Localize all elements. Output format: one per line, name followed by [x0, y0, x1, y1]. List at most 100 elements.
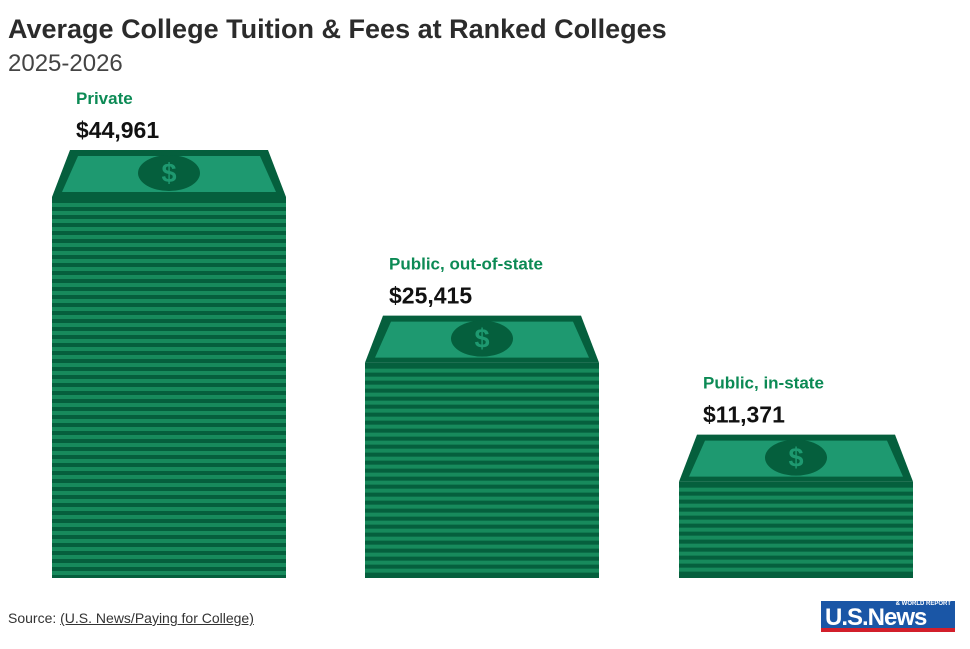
- bill-stripe: [52, 443, 286, 447]
- bill-stripe: [52, 363, 286, 367]
- bill-stripe: [679, 519, 913, 524]
- bill-stripe: [679, 543, 913, 548]
- chart-subtitle: 2025-2026: [8, 50, 123, 77]
- bill-stripe: [52, 467, 286, 471]
- dollar-sign: $: [161, 158, 176, 188]
- bar-stack-1: $ Private $44,961: [52, 89, 286, 578]
- bill-stripe: [679, 527, 913, 532]
- bill-stripe: [52, 259, 286, 263]
- category-label: Public, out-of-state: [389, 255, 543, 274]
- logo-main: U.S.News: [825, 604, 927, 631]
- bill-stripe: [52, 211, 286, 215]
- bill-stripe: [365, 512, 599, 517]
- bill-stripe: [52, 275, 286, 279]
- usnews-logo: & WORLD REPORT U.S.News: [821, 601, 955, 632]
- dollar-sign: $: [788, 443, 803, 473]
- bill-stripe: [52, 355, 286, 359]
- bill-stripe: [365, 376, 599, 381]
- stack-body: [365, 362, 599, 578]
- bill-stripe: [52, 307, 286, 311]
- source-note: Source: (U.S. News/Paying for College): [8, 610, 254, 626]
- bill-stripe: [365, 560, 599, 565]
- bill-stripe: [679, 487, 913, 492]
- bill-stripe: [52, 539, 286, 543]
- bill-stripe: [365, 504, 599, 509]
- bill-stripe: [52, 419, 286, 423]
- bill-stripe: [52, 323, 286, 327]
- dollar-icon: [138, 155, 200, 191]
- bill-stripe: [365, 488, 599, 493]
- bill-stripe: [52, 547, 286, 551]
- bar-stack-3: $ Public, in-state $11,371: [679, 374, 913, 578]
- logo-red-bar: [821, 628, 955, 632]
- bill-stripe: [52, 427, 286, 431]
- bill-stripe: [52, 299, 286, 303]
- bill-stripe: [52, 339, 286, 343]
- bill-stripe: [52, 387, 286, 391]
- bill-stripe: [365, 368, 599, 373]
- bill-stripe: [365, 496, 599, 501]
- bill-stripe: [365, 480, 599, 485]
- dollar-icon: [451, 320, 513, 357]
- bill-stripe: [52, 283, 286, 287]
- bill-stripe: [679, 551, 913, 556]
- bill-stripe: [679, 559, 913, 564]
- logo-small: & WORLD REPORT: [895, 601, 951, 607]
- bill-stripe: [365, 400, 599, 405]
- bill-stripe: [52, 435, 286, 439]
- bill-stripe: [52, 507, 286, 511]
- bill-stripe: [52, 531, 286, 535]
- dollar-sign: $: [474, 324, 489, 354]
- bill-stripe: [52, 515, 286, 519]
- bill-stripe: [365, 424, 599, 429]
- category-label: Private: [76, 89, 133, 108]
- bill-stripe: [52, 395, 286, 399]
- bill-stripe: [365, 384, 599, 389]
- bill-stripe: [365, 568, 599, 573]
- bill-stripe: [52, 523, 286, 527]
- bill-stripe: [52, 379, 286, 383]
- bill-stripe: [365, 544, 599, 549]
- source-link[interactable]: (U.S. News/Paying for College): [60, 610, 254, 626]
- bill-stripe: [52, 267, 286, 271]
- bill-stripe: [365, 520, 599, 525]
- bill-stripe: [52, 235, 286, 239]
- category-label: Public, in-state: [703, 374, 824, 393]
- bill-stripe: [52, 475, 286, 479]
- bill-stripe: [52, 459, 286, 463]
- bill-stripe: [52, 451, 286, 455]
- bill-stripe: [365, 552, 599, 557]
- bill-stripe: [365, 448, 599, 453]
- bill-stripe: [365, 536, 599, 541]
- bill-stripe: [52, 483, 286, 487]
- bill-stripe: [365, 456, 599, 461]
- bill-stripe: [365, 392, 599, 397]
- bill-stripe: [52, 403, 286, 407]
- bill-stripe: [365, 432, 599, 437]
- source-prefix: Source:: [8, 610, 61, 626]
- bill-stripe: [52, 571, 286, 575]
- bill-stripe: [679, 503, 913, 508]
- bill-stripe: [365, 528, 599, 533]
- bill-stripe: [52, 491, 286, 495]
- bill-stripe: [365, 416, 599, 421]
- bill-stripe: [365, 408, 599, 413]
- bill-stripe: [52, 251, 286, 255]
- bill-stripe: [52, 243, 286, 247]
- value-label: $11,371: [703, 402, 785, 428]
- bill-stripe: [52, 203, 286, 207]
- bill-stripe: [52, 291, 286, 295]
- bill-stripe: [52, 315, 286, 319]
- bill-stripe: [679, 535, 913, 540]
- bill-stripe: [365, 440, 599, 445]
- bar-stack-2: $ Public, out-of-state $25,415: [365, 255, 599, 578]
- bill-stripe: [365, 464, 599, 469]
- dollar-icon: [765, 439, 827, 476]
- value-label: $44,961: [76, 117, 159, 143]
- bill-stripe: [679, 511, 913, 516]
- value-label: $25,415: [389, 283, 472, 309]
- bill-stripe: [52, 371, 286, 375]
- chart-title: Average College Tuition & Fees at Ranked…: [8, 14, 667, 44]
